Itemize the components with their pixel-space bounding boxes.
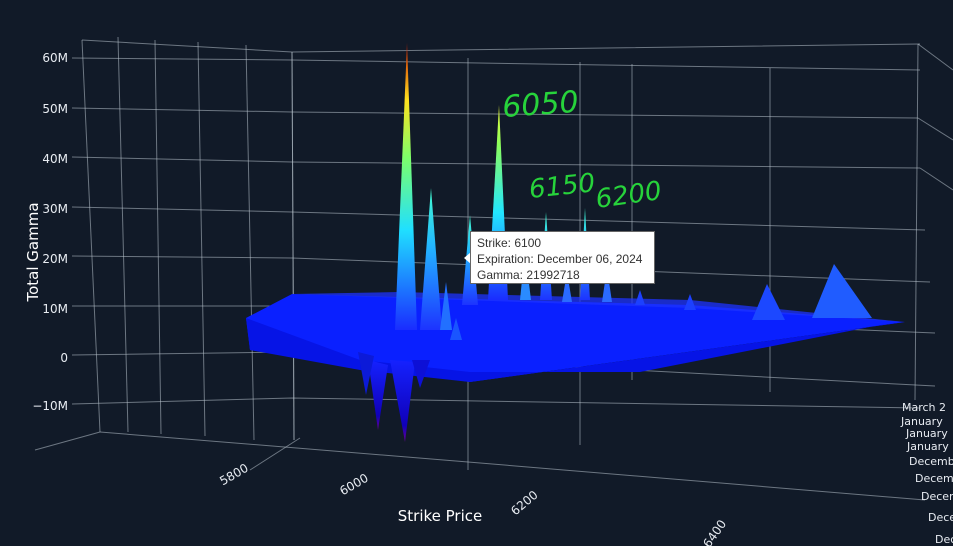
x-tick: 6000 [337, 471, 370, 498]
annotation-6050: 6050 [501, 85, 580, 125]
x-tick: 6200 [508, 488, 540, 518]
z-tick: 50M [42, 102, 68, 116]
tooltip-gamma: Gamma: 21992718 [477, 268, 580, 282]
tooltip-pointer [464, 252, 471, 264]
hover-tooltip: Strike: 6100 Expiration: December 06, 20… [470, 231, 655, 284]
x-tick: 5800 [217, 461, 250, 488]
z-tick: −10M [32, 399, 68, 413]
y-tick: Decem [921, 490, 953, 503]
z-tick: 40M [42, 152, 68, 166]
z-tick: 10M [42, 302, 68, 316]
y-tick: Decem [928, 511, 953, 524]
surface-troughs [358, 352, 430, 442]
z-axis-title: Total Gamma [24, 202, 42, 302]
surface-base [246, 292, 905, 382]
handwritten-annotations: 6050 6150 6200 [501, 85, 663, 215]
tooltip-expiration: Expiration: December 06, 2024 [477, 252, 643, 266]
y-tick: January [906, 440, 949, 453]
annotation-6150: 6150 [528, 168, 597, 205]
y-axis-ticks: March 2 January January January Decemb D… [900, 401, 953, 546]
z-tick: 30M [42, 202, 68, 216]
y-tick: January [900, 415, 943, 428]
z-tick: 0 [60, 351, 68, 365]
y-tick: Decem [915, 472, 953, 485]
x-axis-ticks: 5800 6000 6200 6400 [217, 461, 729, 546]
z-axis-ticks: 60M 50M 40M 30M 20M 10M 0 −10M [32, 51, 68, 413]
z-tick: 20M [42, 252, 68, 266]
y-tick: January [905, 427, 948, 440]
tooltip-strike: Strike: 6100 [477, 236, 542, 250]
x-axis-title: Strike Price [398, 507, 482, 525]
y-tick: Decemb [909, 455, 953, 468]
y-tick: March 2 [902, 401, 946, 414]
z-tick: 60M [42, 51, 68, 65]
annotation-6200: 6200 [594, 176, 664, 215]
y-tick: Dec [935, 533, 953, 546]
x-tick: 6400 [700, 517, 729, 546]
